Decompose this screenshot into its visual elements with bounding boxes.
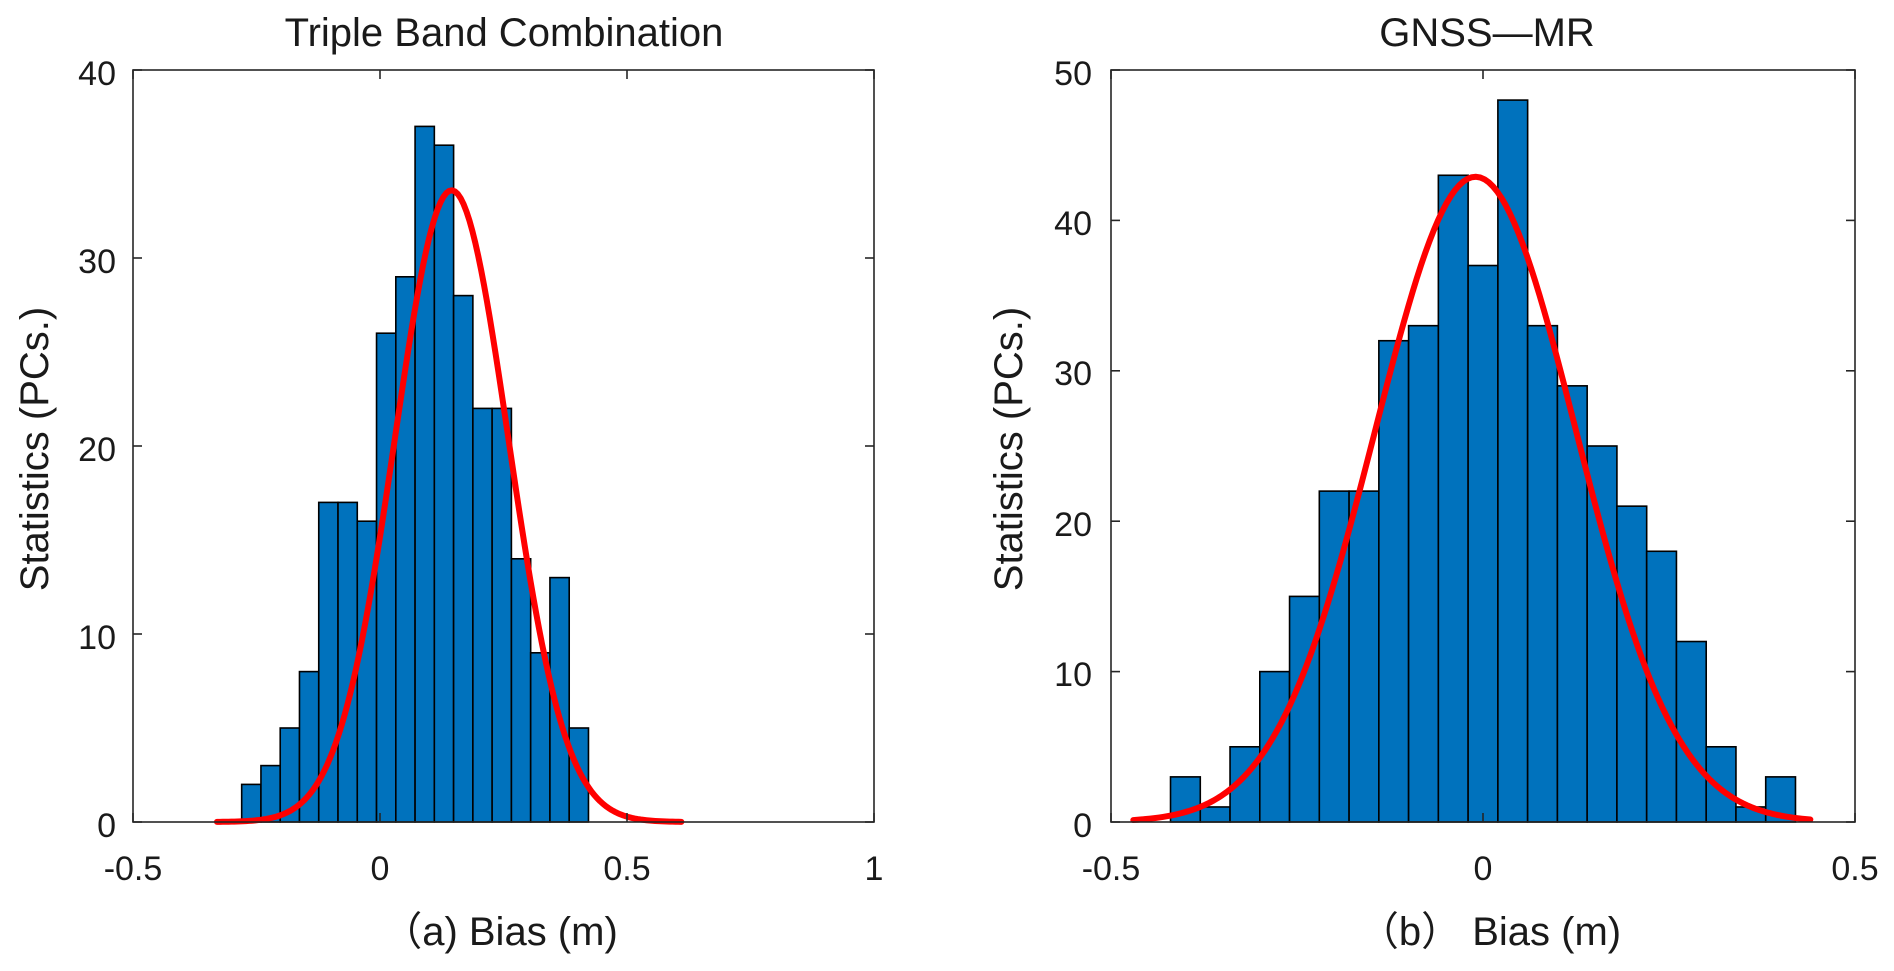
normal-fit-curve bbox=[1130, 173, 1814, 824]
plot-area-b bbox=[1110, 69, 1856, 824]
histogram-bar bbox=[375, 332, 397, 823]
y-tick-labels-a: 0 10 20 30 40 bbox=[78, 55, 116, 845]
x-axis-label-b: （b） Bias (m) bbox=[1359, 910, 1621, 954]
tick-marks bbox=[132, 69, 875, 823]
y-axis-label-b: Statistics (PCs.) bbox=[987, 307, 1031, 591]
y-tick-label: 30 bbox=[1054, 355, 1092, 393]
histogram-bar bbox=[491, 407, 513, 823]
x-tick-label: 0.5 bbox=[603, 850, 650, 888]
tick-marks bbox=[1110, 69, 1856, 823]
y-tick-label: 10 bbox=[78, 619, 116, 657]
y-tick-label: 0 bbox=[97, 807, 116, 845]
histogram-bar bbox=[1407, 324, 1440, 823]
x-tick-label: 1 bbox=[865, 850, 884, 888]
y-axis-label-a: Statistics (PCs.) bbox=[13, 307, 57, 591]
x-axis-label-a: （a) Bias (m) bbox=[382, 910, 618, 954]
histogram-bar bbox=[1199, 806, 1231, 823]
histogram-bar bbox=[433, 144, 455, 823]
histogram-bars bbox=[240, 125, 590, 823]
x-tick-label: -0.5 bbox=[104, 850, 163, 888]
y-tick-label: 40 bbox=[78, 55, 116, 93]
y-tick-label: 20 bbox=[1054, 506, 1092, 544]
chart-title-a: Triple Band Combination bbox=[285, 11, 724, 55]
plot-area-a bbox=[132, 69, 875, 825]
x-tick-label: -0.5 bbox=[1082, 850, 1141, 888]
y-tick-labels-b: 0 10 20 30 40 50 bbox=[1054, 55, 1092, 845]
histogram-bar bbox=[1348, 490, 1380, 823]
normal-fit-curve bbox=[213, 187, 685, 825]
histogram-bar bbox=[1467, 264, 1499, 823]
histogram-bar bbox=[510, 557, 532, 823]
histogram-bar bbox=[452, 294, 474, 823]
histogram-bar bbox=[240, 783, 262, 823]
histogram-bar bbox=[1526, 324, 1559, 823]
histogram-bar bbox=[1675, 640, 1707, 823]
panel-a: Triple Band Combination -0.5 0 0.5 1 0 1… bbox=[13, 11, 883, 954]
histogram-bars bbox=[1169, 99, 1797, 823]
y-tick-label: 40 bbox=[1054, 205, 1092, 243]
y-tick-label: 30 bbox=[78, 243, 116, 281]
x-tick-labels-b: -0.5 0 0.5 bbox=[1082, 850, 1879, 888]
histogram-bar bbox=[1497, 99, 1529, 823]
panel-b: GNSS—MR -0.5 0 0.5 0 10 20 30 40 50 （b） … bbox=[987, 11, 1879, 954]
histogram-bar bbox=[472, 407, 493, 823]
x-tick-label: 0 bbox=[371, 850, 390, 888]
x-tick-label: 0 bbox=[1474, 850, 1493, 888]
y-tick-label: 0 bbox=[1073, 807, 1092, 845]
y-tick-label: 10 bbox=[1054, 656, 1092, 694]
x-tick-labels-a: -0.5 0 0.5 1 bbox=[104, 850, 884, 888]
chart-title-b: GNSS—MR bbox=[1379, 11, 1595, 55]
histogram-bar bbox=[1437, 174, 1469, 823]
histogram-bar bbox=[1288, 595, 1321, 823]
y-tick-label: 20 bbox=[78, 431, 116, 469]
histogram-bar bbox=[1378, 339, 1410, 823]
y-tick-label: 50 bbox=[1054, 55, 1092, 93]
x-tick-label: 0.5 bbox=[1831, 850, 1878, 888]
